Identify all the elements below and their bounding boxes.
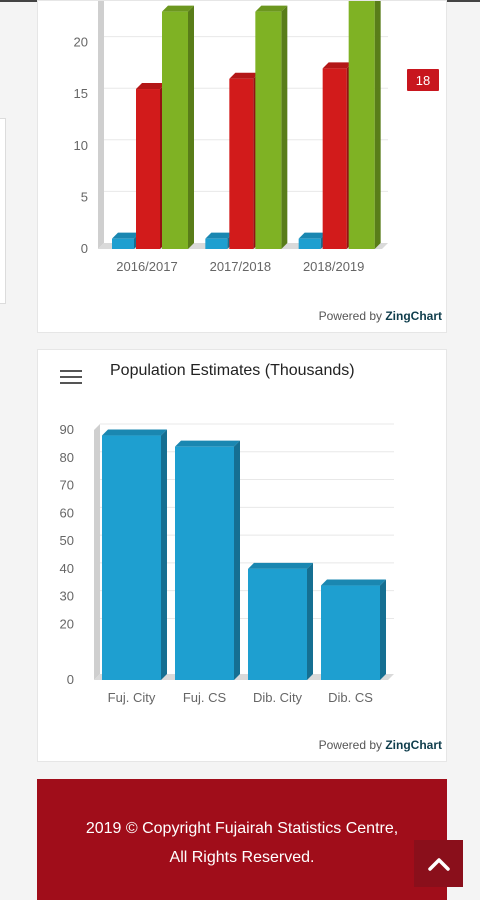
y-tick-label: 90 [60,422,74,437]
bar-s2-1 [255,11,282,250]
bar-s2-2 [348,1,375,249]
bar-1-side [234,440,240,680]
powered-by-text: Powered by [318,738,386,752]
bar-s2-1-side [281,5,288,250]
bar-s0-1-top [205,232,234,239]
side-panel-edge [0,118,6,304]
y-tick-label: 60 [60,505,74,520]
bar-s0-0-top [112,232,140,239]
y-tick-label: 15 [74,86,88,101]
bar-s0-1 [205,238,228,249]
bar-s2-0 [162,11,188,250]
y-tick-label: 80 [60,450,74,465]
value-tooltip-text: 18 [416,73,430,88]
y-tick-label: 70 [60,478,74,493]
bar-2-side [307,562,313,680]
y-tick-label: 0 [81,241,88,256]
bar-1 [175,446,234,680]
bar-s0-0 [112,238,134,249]
powered-by-label[interactable]: Powered by ZingChart [319,738,442,752]
chart-card-population: Population Estimates (Thousands) 0 20 30 40… [37,349,447,762]
footer: 2019 © Copyright Fujairah Statistics Cen… [37,779,447,900]
footer-copyright: 2019 © Copyright Fujairah Statistics Cen… [85,820,399,837]
y-tick-label: 5 [81,189,88,204]
x-tick-label: 2018/2019 [303,259,364,274]
bar-2-top [248,562,313,569]
x-tick-label: Dib. City [253,690,303,705]
scroll-to-top-button[interactable] [414,840,463,887]
bar-s1-1 [229,78,254,249]
bar-s1-2-top [322,62,353,69]
chevron-up-icon [427,857,450,871]
bar-3-side [380,579,386,680]
bar-0-top [102,429,167,436]
chart-floor [94,674,394,680]
x-tick-label: Dib. CS [328,690,373,705]
zingchart-link[interactable]: ZingChart [385,738,442,752]
y-tick-label: 50 [60,533,74,548]
bar-s0-2-top [298,232,327,239]
y-tick-label: 30 [60,589,74,604]
bar-0 [102,435,161,680]
bar-s1-1-top [229,72,260,79]
bar-1-top [175,440,240,447]
bar-3-top [321,579,386,586]
chart-side-wall [98,1,104,249]
y-tick-label: 0 [67,672,74,687]
y-tick-label: 40 [60,561,74,576]
x-tick-label: 2016/2017 [116,259,177,274]
y-tick-label: 10 [74,138,88,153]
chart-side-wall [94,424,100,680]
bar-3 [321,585,380,680]
value-tooltip [407,69,439,91]
population-bar-chart: 0 20 30 40 50 60 70 80 90 Fuj. City Fuj. CS Dib. Ci… [60,422,394,705]
x-tick-label: 2017/2018 [210,259,271,274]
chart-title: Population Estimates (Thousands) [110,362,355,379]
bar-s1-2 [322,68,347,250]
footer-rights: All Rights Reserved. [169,849,315,866]
y-tick-label: 20 [74,35,88,50]
bar-s2-1-top [255,5,288,12]
bar-s2-2-side [374,1,381,249]
y-tick-label: 20 [60,616,74,631]
bar-s0-2 [298,238,321,249]
bar-s2-0-top [162,5,194,12]
bar-s1-0-top [136,83,166,90]
powered-by-label[interactable]: Powered by ZingChart [319,309,442,323]
chart-card-grades: 0 5 10 15 20 2016/2017 2017/2018 2018/2019 18 Po… [37,0,447,333]
bar-2 [248,568,307,680]
bar-s1-0 [136,89,160,249]
zingchart-link[interactable]: ZingChart [385,309,442,323]
x-tick-label: Fuj. City [108,690,156,705]
bar-s2-0-side [188,5,194,250]
grouped-bar-chart: 0 5 10 15 20 2016/2017 2017/2018 2018/2019 18 [74,1,439,274]
x-tick-label: Fuj. CS [183,690,227,705]
bar-0-side [161,429,167,680]
hamburger-icon[interactable] [60,370,82,384]
powered-by-text: Powered by [318,309,386,323]
